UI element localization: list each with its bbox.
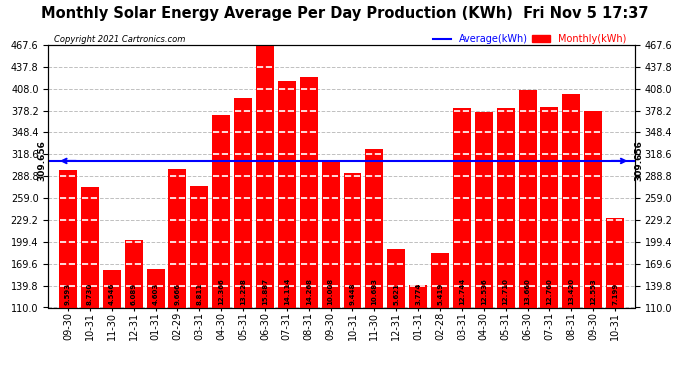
Text: 9.666: 9.666	[175, 284, 180, 305]
Bar	[125, 240, 143, 308]
Bar	[213, 115, 230, 308]
Text: 8.811: 8.811	[196, 283, 202, 305]
Bar	[146, 269, 164, 308]
Bar	[519, 90, 537, 308]
Text: 13.420: 13.420	[569, 278, 574, 305]
Text: 309.656: 309.656	[635, 141, 644, 182]
Bar	[81, 187, 99, 308]
Text: 12.536: 12.536	[481, 279, 487, 305]
Bar	[322, 162, 339, 308]
Bar	[431, 253, 449, 308]
Text: 12.366: 12.366	[218, 279, 224, 305]
Text: 9.593: 9.593	[65, 283, 71, 305]
Text: 9.448: 9.448	[350, 283, 355, 305]
Text: 4.546: 4.546	[109, 283, 115, 305]
Text: 6.089: 6.089	[130, 283, 137, 305]
Text: 4.603: 4.603	[152, 283, 159, 305]
Text: 3.774: 3.774	[415, 283, 421, 305]
Bar	[366, 148, 384, 308]
Bar	[59, 170, 77, 308]
Text: 12.744: 12.744	[459, 278, 465, 305]
Bar	[190, 186, 208, 308]
Text: 12.553: 12.553	[590, 279, 596, 305]
Bar	[475, 112, 493, 308]
Bar	[299, 78, 317, 308]
Bar	[562, 94, 580, 308]
Bar	[256, 45, 274, 308]
Text: 12.760: 12.760	[546, 278, 553, 305]
Bar	[278, 81, 296, 308]
Text: 14.114: 14.114	[284, 278, 290, 305]
Text: 7.199: 7.199	[612, 283, 618, 305]
Text: 14.268: 14.268	[306, 278, 312, 305]
Text: 8.730: 8.730	[87, 283, 93, 305]
Bar	[606, 217, 624, 308]
Text: 5.621: 5.621	[393, 284, 400, 305]
Text: 12.710: 12.710	[503, 278, 509, 305]
Text: Monthly Solar Energy Average Per Day Production (KWh)  Fri Nov 5 17:37: Monthly Solar Energy Average Per Day Pro…	[41, 6, 649, 21]
Bar	[453, 108, 471, 307]
Text: 13.228: 13.228	[240, 278, 246, 305]
Text: 15.887: 15.887	[262, 278, 268, 305]
Bar	[409, 285, 427, 308]
Bar	[540, 107, 558, 308]
Text: 10.008: 10.008	[328, 278, 333, 305]
Legend: Average(kWh), Monthly(kWh): Average(kWh), Monthly(kWh)	[429, 30, 630, 48]
Text: 5.419: 5.419	[437, 283, 443, 305]
Text: 309.656: 309.656	[37, 141, 46, 182]
Bar	[168, 169, 186, 308]
Text: Copyright 2021 Cartronics.com: Copyright 2021 Cartronics.com	[55, 34, 186, 44]
Bar	[234, 98, 252, 308]
Text: 13.660: 13.660	[524, 278, 531, 305]
Bar	[344, 173, 362, 308]
Bar	[103, 270, 121, 308]
Text: 10.683: 10.683	[371, 278, 377, 305]
Bar	[584, 111, 602, 308]
Bar	[497, 108, 515, 307]
Bar	[387, 249, 405, 308]
